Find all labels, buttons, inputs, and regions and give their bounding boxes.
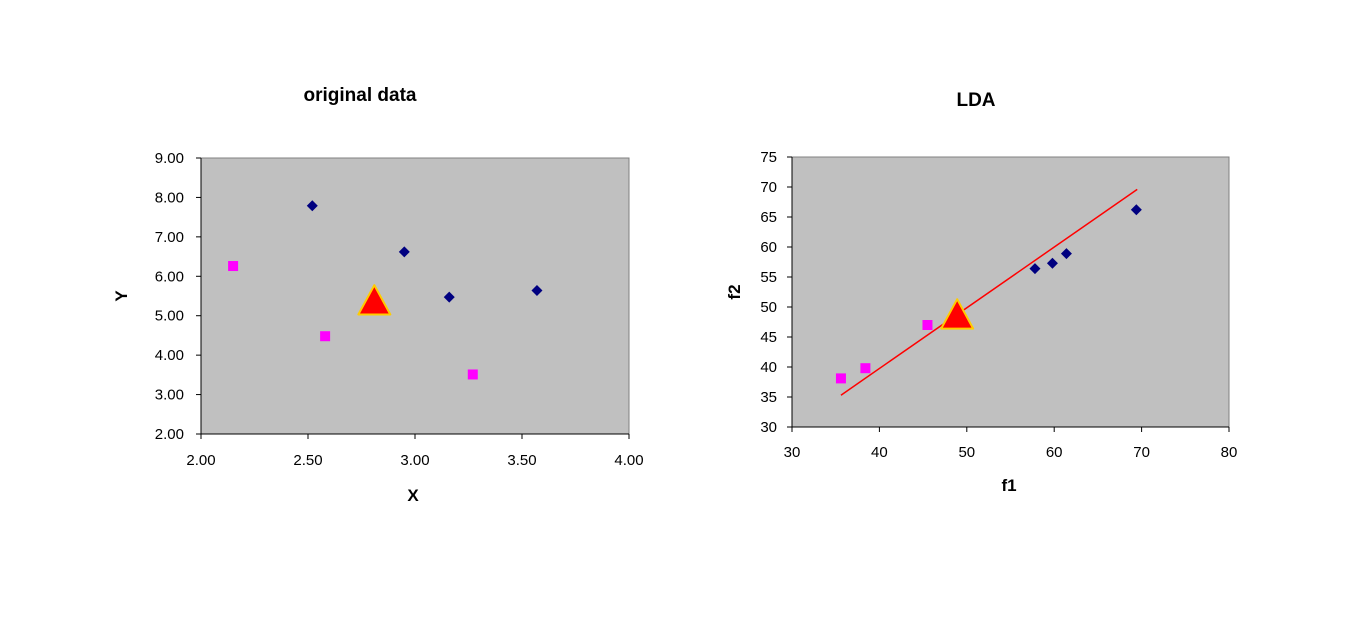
original-x-tick-label: 2.00 <box>186 452 215 469</box>
lda-x-tick-label: 60 <box>1046 444 1063 461</box>
lda-y-tick-label: 75 <box>760 149 777 166</box>
lda-x-tick-label: 50 <box>958 444 975 461</box>
lda-x-tick-label: 30 <box>784 444 801 461</box>
original-y-tick-label: 2.00 <box>155 426 184 443</box>
lda-x-tick-label: 70 <box>1133 444 1150 461</box>
original-square-point <box>320 331 331 342</box>
lda-y-tick-label: 40 <box>760 359 777 376</box>
lda-x-tick-label: 40 <box>871 444 888 461</box>
lda-projection-line <box>840 188 1138 396</box>
lda-y-axis-label: f2 <box>725 284 744 299</box>
original-square-point <box>467 369 478 380</box>
lda-y-tick-label: 65 <box>760 209 777 226</box>
original-y-tick-label: 8.00 <box>155 189 184 206</box>
original-y-tick-label: 7.00 <box>155 229 184 246</box>
lda-x-tick-label: 80 <box>1221 444 1238 461</box>
lda-x-axis-label: f1 <box>1001 476 1016 495</box>
lda-y-tick-label: 35 <box>760 389 777 406</box>
original-x-tick-label: 4.00 <box>614 452 643 469</box>
original-x-tick-label: 2.50 <box>293 452 322 469</box>
original-y-tick-label: 6.00 <box>155 268 184 285</box>
original-plot-area <box>200 157 630 435</box>
lda-y-tick-label: 70 <box>760 179 777 196</box>
lda-diamond-point <box>1130 204 1142 216</box>
lda-square-point <box>835 373 846 384</box>
lda-y-tick-label: 60 <box>760 239 777 256</box>
original-diamond-point <box>306 200 318 212</box>
original-diamond-point <box>398 246 410 258</box>
lda-diamond-point <box>1029 263 1041 275</box>
lda-triangle-point <box>940 298 975 330</box>
original-y-tick-label: 4.00 <box>155 347 184 364</box>
original-x-tick-label: 3.50 <box>507 452 536 469</box>
lda-diamond-point <box>1060 248 1072 260</box>
lda-chart-title: LDA <box>956 90 995 111</box>
lda-square-point <box>922 320 933 330</box>
original-chart-title: original data <box>304 85 417 106</box>
original-diamond-point <box>531 284 543 296</box>
lda-y-tick-label: 30 <box>760 419 777 436</box>
original-y-tick-label: 5.00 <box>155 308 184 325</box>
lda-y-tick-label: 45 <box>760 329 777 346</box>
original-y-axis-label: Y <box>112 290 131 302</box>
original-square-point <box>228 261 239 272</box>
original-y-tick-label: 3.00 <box>155 387 184 404</box>
lda-chart: 30 35 40 45 50 55 60 65 70 75 30 40 50 60 70 80 LDA f1 f2 <box>725 90 1237 495</box>
lda-y-tick-label: 55 <box>760 269 777 286</box>
original-x-axis-label: X <box>407 486 419 505</box>
original-diamond-point <box>443 291 455 303</box>
lda-plot-area <box>791 156 1230 428</box>
lda-square-point <box>860 363 871 374</box>
original-triangle-point <box>357 284 392 316</box>
original-chart: 2.00 3.00 4.00 5.00 6.00 7.00 8.00 9.00 2.00 2.50… <box>112 85 644 505</box>
original-x-tick-label: 3.00 <box>400 452 429 469</box>
original-y-tick-label: 9.00 <box>155 150 184 167</box>
lda-y-tick-label: 50 <box>760 299 777 316</box>
lda-diamond-point <box>1046 257 1058 269</box>
